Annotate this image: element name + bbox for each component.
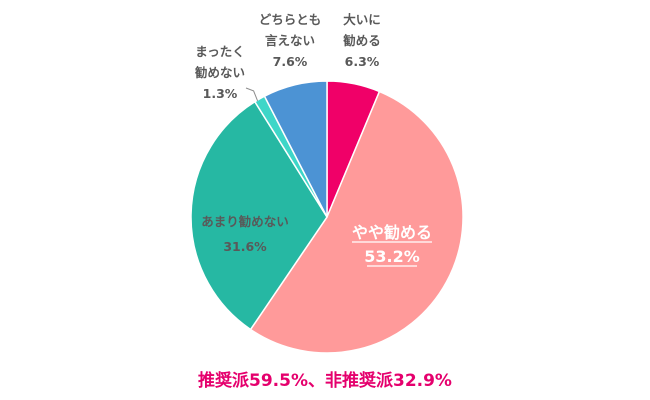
slice-value-label: 6.3% [345,54,380,69]
slice-category-label: 勧める [343,33,381,48]
leader-line [245,87,259,102]
slice-category-label: 勧めない [195,65,245,80]
slice-value-label: 7.6% [273,54,308,69]
slice-category-label: どちらとも [259,12,322,27]
slice-category-label: やや勧める [352,223,432,242]
slice-value-label: 31.6% [223,239,267,254]
pie-slice [190,100,328,331]
slice-value-label: 1.3% [203,86,238,101]
slice-category-label: まったく [195,44,245,59]
pie-slice [249,90,464,354]
slice-category-label: 言えない [265,33,315,48]
slice-category-label: 大いに [343,12,381,27]
slice-value-label: 53.2% [364,247,420,266]
summary-text: 推奨派59.5%、非推奨派32.9% [198,371,452,391]
slice-category-label: あまり勧めない [201,214,289,229]
pie-slice [263,80,328,218]
